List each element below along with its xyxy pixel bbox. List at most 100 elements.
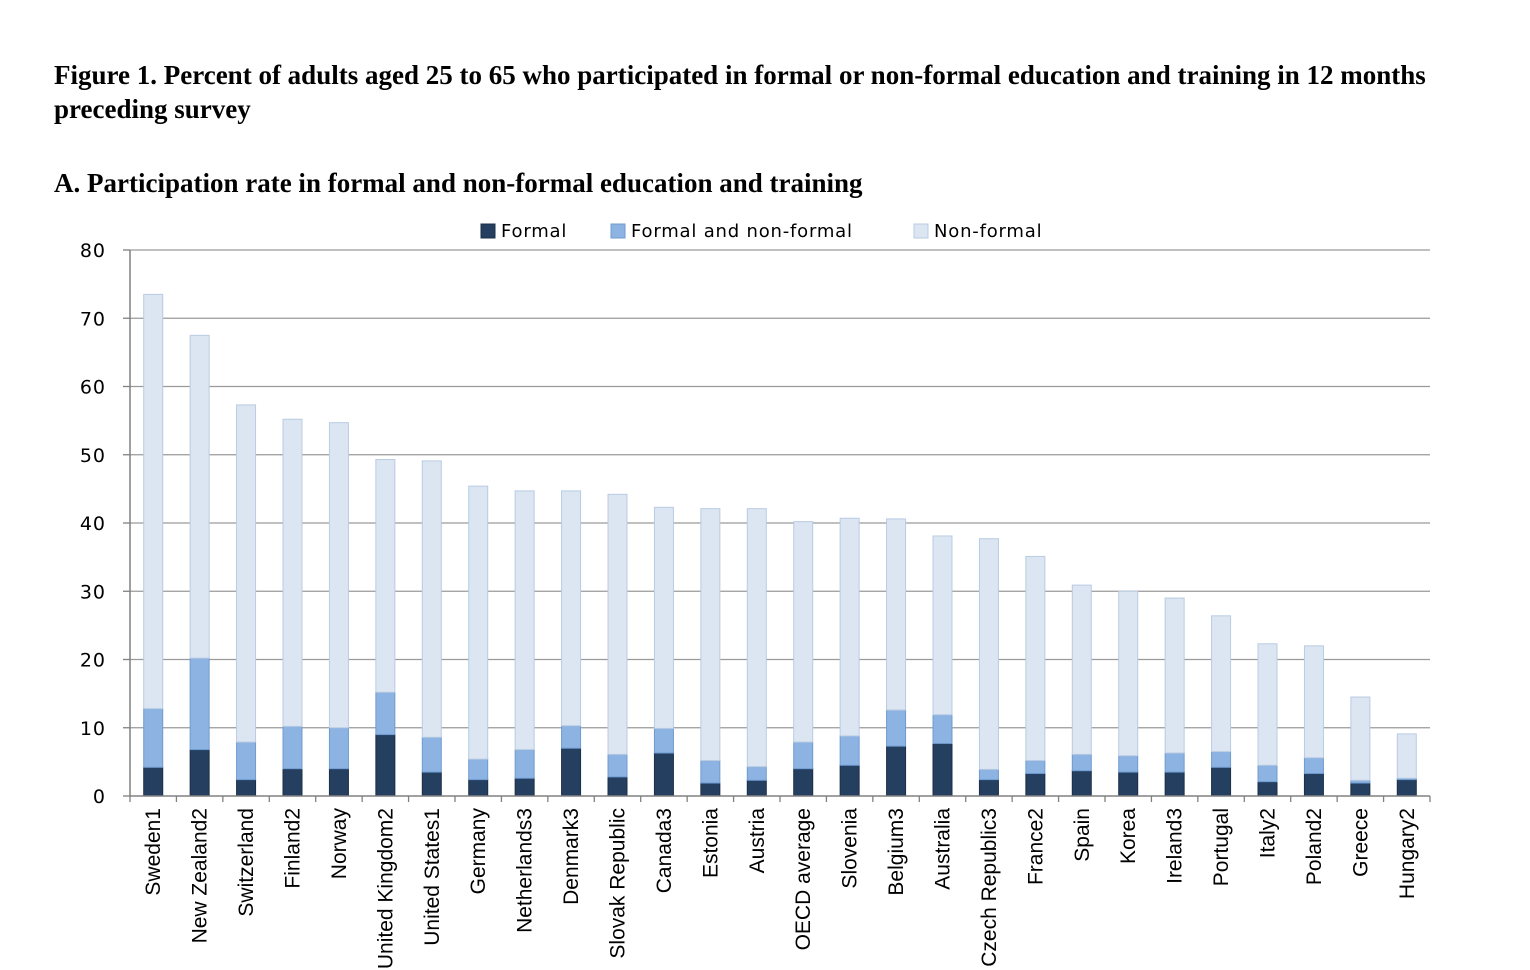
x-tick-label: Spain	[1071, 808, 1094, 862]
bar-formal-24	[1211, 766, 1232, 797]
bar-formal-and-non-formal-13	[700, 760, 721, 784]
x-tick-label: Greece	[1349, 808, 1372, 877]
bar-formal-20	[1025, 772, 1046, 797]
panel-title: A. Participation rate in formal and non-…	[54, 168, 863, 198]
y-tick-label: 30	[80, 581, 106, 603]
bar-non-formal-4	[282, 418, 303, 727]
bar-formal-and-non-formal-18	[932, 714, 953, 744]
bar-formal-5	[328, 768, 349, 797]
bar-formal-and-non-formal-5	[328, 727, 349, 770]
legend-label-1: Formal	[501, 221, 567, 242]
x-tick-label: United Kingdom2	[374, 808, 397, 969]
bar-non-formal-18	[932, 535, 953, 716]
bar-non-formal-28	[1396, 733, 1417, 779]
bar-formal-and-non-formal-21	[1071, 753, 1092, 772]
x-tick-label: Belgium3	[885, 808, 908, 896]
legend-label-2: Formal and non-formal	[631, 221, 853, 242]
bar-non-formal-23	[1164, 597, 1185, 754]
bar-formal-3	[236, 779, 257, 797]
bar-formal-and-non-formal-2	[189, 657, 210, 751]
x-tick-label: Switzerland	[235, 808, 258, 917]
bar-non-formal-14	[746, 508, 767, 768]
bar-non-formal-27	[1350, 696, 1371, 781]
bar-non-formal-10	[561, 490, 582, 727]
y-tick-label: 10	[80, 718, 106, 740]
bar-formal-10	[561, 747, 582, 797]
y-tick-label: 40	[80, 513, 106, 535]
bar-formal-and-non-formal-4	[282, 725, 303, 770]
x-tick-label: Canada3	[653, 808, 676, 893]
bar-formal-18	[932, 742, 953, 797]
bar-non-formal-3	[236, 404, 257, 743]
y-tick-label: 70	[80, 308, 106, 330]
x-tick-label: Poland2	[1303, 808, 1326, 885]
x-tick-label: Czech Republic3	[978, 808, 1001, 967]
x-tick-label: New Zealand2	[189, 808, 212, 943]
bar-non-formal-1	[143, 293, 164, 710]
x-tick-label: Portugal	[1210, 808, 1233, 886]
bar-non-formal-24	[1211, 615, 1232, 753]
bar-formal-2	[189, 749, 210, 797]
axes: 0 10 20 30 40 50 60 70 80 Sweden1 New Zealand2 Swit…	[80, 240, 1431, 969]
x-tick-label: Estonia	[699, 808, 722, 878]
bar-formal-and-non-formal-19	[978, 768, 999, 781]
bar-formal-12	[653, 752, 674, 797]
x-tick-label: France2	[1024, 808, 1047, 885]
bar-formal-19	[978, 779, 999, 797]
y-tick-label: 20	[80, 650, 106, 672]
x-tick-label: Hungary2	[1396, 808, 1419, 899]
bar-non-formal-13	[700, 508, 721, 762]
grid-lines	[130, 249, 1430, 729]
figure-title: Figure 1. Percent of adults aged 25 to 6…	[54, 60, 1426, 124]
bar-formal-and-non-formal-9	[514, 749, 535, 779]
bar-formal-and-non-formal-23	[1164, 752, 1185, 773]
bar-non-formal-20	[1025, 555, 1046, 762]
bar-formal-28	[1396, 779, 1417, 797]
x-tick-label: Austria	[746, 808, 769, 874]
x-tick-label: OECD average	[792, 808, 815, 950]
bar-non-formal-9	[514, 490, 535, 751]
y-tick-label: 0	[93, 786, 106, 808]
bar-formal-14	[746, 779, 767, 797]
bar-formal-9	[514, 777, 535, 797]
bar-formal-15	[793, 768, 814, 797]
bar-formal-27	[1350, 782, 1371, 797]
x-tick-label: Denmark3	[560, 808, 583, 905]
bar-formal-and-non-formal-26	[1303, 757, 1324, 774]
bar-formal-7	[421, 771, 442, 797]
bar-formal-and-non-formal-15	[793, 741, 814, 770]
bar-formal-23	[1164, 771, 1185, 797]
legend-swatch-3	[913, 223, 929, 239]
bar-formal-and-non-formal-11	[607, 753, 628, 778]
bar-non-formal-5	[328, 422, 349, 729]
bar-formal-6	[375, 734, 396, 797]
legend-swatch-1	[480, 223, 496, 239]
bar-non-formal-17	[886, 518, 907, 711]
x-tick-label: Italy2	[1257, 808, 1280, 858]
bar-formal-and-non-formal-6	[375, 691, 396, 736]
bar-formal-and-non-formal-7	[421, 736, 442, 773]
bar-non-formal-21	[1071, 584, 1092, 755]
x-tick-label: Slovak Republic	[607, 808, 630, 959]
bar-formal-and-non-formal-3	[236, 741, 257, 781]
x-tick-label: Slovenia	[839, 808, 862, 889]
bar-formal-and-non-formal-22	[1118, 755, 1139, 773]
bar-formal-and-non-formal-8	[468, 758, 489, 781]
bar-formal-1	[143, 766, 164, 797]
x-tick-label: Australia	[932, 808, 955, 890]
legend: Formal Formal and non-formal Non-formal	[480, 221, 1042, 242]
x-tick-label: Netherlands3	[514, 808, 537, 933]
bar-formal-8	[468, 779, 489, 797]
bar-formal-and-non-formal-1	[143, 708, 164, 768]
bar-non-formal-26	[1303, 645, 1324, 759]
bar-formal-and-non-formal-10	[561, 725, 582, 749]
bar-formal-11	[607, 776, 628, 797]
legend-swatch-2	[610, 223, 626, 239]
bar-non-formal-15	[793, 521, 814, 743]
bar-non-formal-11	[607, 493, 628, 755]
bar-formal-4	[282, 768, 303, 797]
x-tick-label: Ireland3	[1164, 808, 1187, 884]
x-tick-label: Korea	[1117, 808, 1140, 864]
y-tick-label: 50	[80, 445, 106, 467]
